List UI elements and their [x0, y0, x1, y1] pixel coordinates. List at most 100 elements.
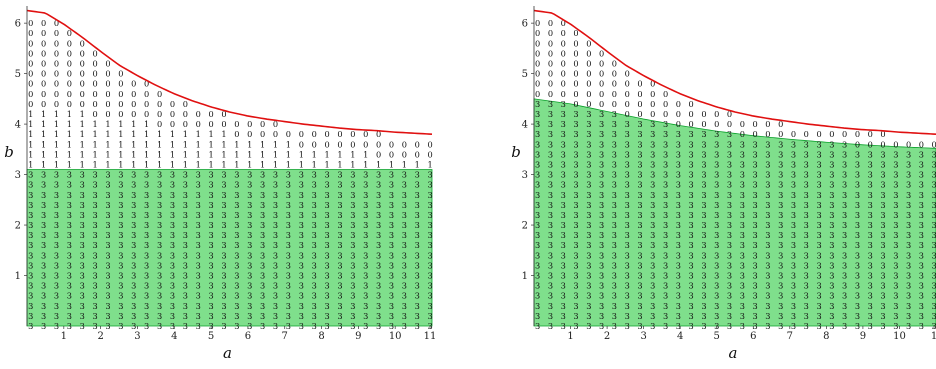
cell-label: 3	[118, 200, 123, 210]
cell-label: 3	[402, 210, 407, 220]
cell-label: 3	[415, 301, 420, 311]
cell-label: 3	[804, 170, 809, 180]
cell-label: 3	[586, 149, 591, 159]
cell-label: 3	[548, 311, 553, 321]
cell-label: 3	[350, 260, 355, 270]
cell-label: 3	[402, 190, 407, 200]
cell-label: 3	[586, 230, 591, 240]
cell-label: 3	[880, 301, 885, 311]
cell-label: 0	[183, 119, 188, 129]
cell-label: 3	[389, 210, 394, 220]
cell-label: 1	[350, 149, 355, 159]
cell-label: 3	[183, 260, 188, 270]
cell-label: 3	[196, 250, 201, 260]
cell-label: 3	[932, 240, 936, 250]
cell-label: 0	[573, 38, 578, 48]
cell-label: 3	[376, 250, 381, 260]
cell-label: 0	[170, 119, 175, 129]
cell-label: 3	[676, 301, 681, 311]
cell-label: 3	[932, 220, 936, 230]
y-tick-label: 5	[522, 69, 528, 80]
cell-label: 3	[663, 180, 668, 190]
cell-label: 3	[273, 230, 278, 240]
cell-label: 3	[144, 311, 149, 321]
cell-label: 3	[157, 250, 162, 260]
cell-label: 3	[676, 159, 681, 169]
cell-label: 0	[701, 109, 706, 119]
cell-label: 3	[286, 200, 291, 210]
cell-label: 3	[625, 281, 630, 291]
cell-label: 0	[67, 59, 72, 69]
cell-label: 3	[286, 301, 291, 311]
cell-label: 3	[573, 180, 578, 190]
cell-label: 3	[740, 159, 745, 169]
cell-label: 3	[727, 230, 732, 240]
cell-label: 3	[67, 220, 72, 230]
cell-label: 3	[714, 311, 719, 321]
cell-label: 3	[880, 220, 885, 230]
cell-label: 3	[765, 210, 770, 220]
cell-label: 1	[41, 109, 46, 119]
cell-label: 1	[157, 149, 162, 159]
cell-label: 3	[804, 301, 809, 311]
cell-label: 3	[548, 240, 553, 250]
cell-label: 3	[312, 230, 317, 240]
cell-label: 0	[625, 109, 630, 119]
cell-label: 3	[599, 200, 604, 210]
cell-label: 3	[791, 271, 796, 281]
cell-label: 0	[880, 129, 885, 139]
cell-label: 3	[573, 170, 578, 180]
cell-label: 3	[299, 220, 304, 230]
cell-label: 3	[93, 271, 98, 281]
cell-label: 3	[118, 260, 123, 270]
cell-label: 0	[586, 48, 591, 58]
shaded-region	[533, 98, 936, 327]
cell-label: 0	[54, 59, 59, 69]
cell-label: 3	[906, 210, 911, 220]
cell-label: 3	[324, 250, 329, 260]
cell-label: 0	[663, 109, 668, 119]
cell-label: 1	[208, 159, 213, 169]
cell-label: 0	[93, 109, 98, 119]
cell-label: 3	[663, 210, 668, 220]
cell-label: 3	[919, 281, 924, 291]
cell-label: 3	[637, 139, 642, 149]
cell-label: 3	[221, 250, 226, 260]
cell-label: 3	[93, 170, 98, 180]
x-tick-label: 9	[860, 331, 866, 342]
cell-label: 3	[389, 170, 394, 180]
cell-label: 3	[689, 210, 694, 220]
cell-label: 3	[118, 250, 123, 260]
cell-label: 3	[689, 240, 694, 250]
cell-label: 3	[144, 210, 149, 220]
cell-label: 3	[67, 250, 72, 260]
cell-label: 3	[586, 200, 591, 210]
cell-label: 3	[183, 180, 188, 190]
cell-label: 3	[80, 230, 85, 240]
cell-label: 3	[573, 119, 578, 129]
cell-label: 3	[701, 301, 706, 311]
cell-label: 3	[829, 210, 834, 220]
cell-label: 3	[804, 271, 809, 281]
cell-label: 0	[80, 89, 85, 99]
cell-label: 3	[299, 240, 304, 250]
cell-label: 3	[535, 230, 540, 240]
cell-label: 3	[868, 301, 873, 311]
cell-label: 0	[54, 18, 59, 28]
cell-label: 0	[561, 28, 566, 38]
cell-label: 3	[208, 240, 213, 250]
cell-label: 3	[855, 200, 860, 210]
cell-label: 1	[196, 129, 201, 139]
cell-label: 0	[93, 48, 98, 58]
cell-label: 3	[637, 321, 642, 331]
cell-label: 3	[829, 311, 834, 321]
cell-label: 3	[740, 200, 745, 210]
cell-label: 3	[727, 291, 732, 301]
cell-label: 3	[612, 109, 617, 119]
cell-label: 0	[273, 119, 278, 129]
cell-label: 3	[221, 281, 226, 291]
cell-label: 1	[221, 139, 226, 149]
cell-label: 3	[868, 240, 873, 250]
cell-label: 3	[157, 170, 162, 180]
cell-label: 0	[234, 119, 239, 129]
